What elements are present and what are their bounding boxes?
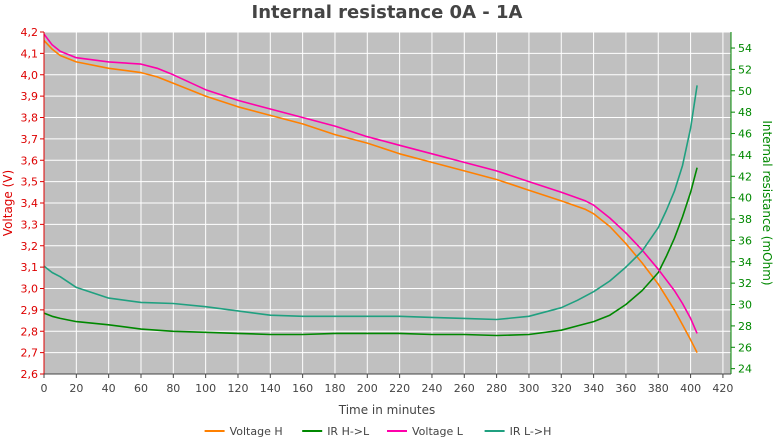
y-right-tick-label: 36 [738,234,752,247]
y-right-tick-label: 48 [738,106,752,119]
y-left-tick-label: 3,9 [21,90,39,103]
x-tick-label: 20 [69,382,83,395]
y-right-tick-label: 44 [738,149,752,162]
y-left-tick-label: 2,9 [21,304,39,317]
legend-label-3: Voltage L [412,425,464,438]
x-tick-label: 320 [551,382,572,395]
y-left-tick-label: 3,2 [21,240,39,253]
y-left-tick-label: 4,0 [21,69,39,82]
legend-label-2: IR H->L [327,425,370,438]
y-left-tick-label: 2,8 [21,325,39,338]
x-tick-label: 160 [292,382,313,395]
y-right-tick-label: 32 [738,277,752,290]
x-tick-label: 60 [134,382,148,395]
chart-title: Internal resistance 0A - 1A [252,2,523,23]
y-left-tick-label: 2,6 [21,368,39,381]
y-right-tick-label: 52 [738,63,752,76]
y-left-tick-label: 3,7 [21,133,39,146]
x-tick-label: 100 [195,382,216,395]
y-right-tick-label: 46 [738,128,752,141]
x-tick-label: 280 [486,382,507,395]
y-right-tick-label: 28 [738,320,752,333]
y-left-tick-label: 3,8 [21,112,39,125]
series-line-1 [43,40,698,353]
y-right-tick-label: 42 [738,170,752,183]
x-tick-label: 400 [680,382,701,395]
y-right-tick-label: 38 [738,213,752,226]
y-left-tick-label: 2,7 [21,347,39,360]
x-tick-label: 180 [324,382,345,395]
x-axis-title: Time in minutes [338,403,436,417]
x-tick-label: 120 [227,382,248,395]
x-tick-label: 0 [41,382,48,395]
series-line-4 [43,85,698,321]
y-axis-left-title: Voltage (V) [1,170,15,236]
x-tick-label: 300 [518,382,539,395]
x-tick-label: 80 [166,382,180,395]
x-tick-label: 360 [615,382,636,395]
x-tick-label: 340 [583,382,604,395]
x-tick-label: 40 [102,382,116,395]
y-right-tick-label: 34 [738,256,752,269]
y-right-tick-label: 30 [738,299,752,312]
x-tick-label: 260 [454,382,475,395]
x-tick-label: 240 [421,382,442,395]
y-right-tick-label: 24 [738,363,752,376]
x-tick-label: 200 [357,382,378,395]
y-left-tick-label: 3,6 [21,154,39,167]
y-right-tick-label: 26 [738,341,752,354]
y-left-tick-label: 4,1 [21,47,39,60]
y-right-tick-label: 54 [738,42,752,55]
y-left-tick-label: 3,3 [21,218,39,231]
x-tick-label: 220 [389,382,410,395]
legend-label-4: IR L->H [510,425,552,438]
y-left-tick-label: 3,0 [21,283,39,296]
y-left-tick-label: 4,2 [21,26,39,39]
y-right-tick-label: 40 [738,192,752,205]
y-right-tick-label: 50 [738,85,752,98]
legend: Voltage H IR H->L Voltage L IR L->H [204,425,552,438]
y-left-tick-label: 3,5 [21,176,39,189]
y-axis-right-title: Internal resistance (mOhm) [760,120,774,285]
series-line-3 [43,33,698,334]
x-tick-label: 140 [260,382,281,395]
legend-label-1: Voltage H [230,425,283,438]
y-left-tick-label: 3,4 [21,197,39,210]
y-left-tick-label: 3,1 [21,261,39,274]
x-tick-label: 380 [648,382,669,395]
x-tick-label: 420 [712,382,733,395]
